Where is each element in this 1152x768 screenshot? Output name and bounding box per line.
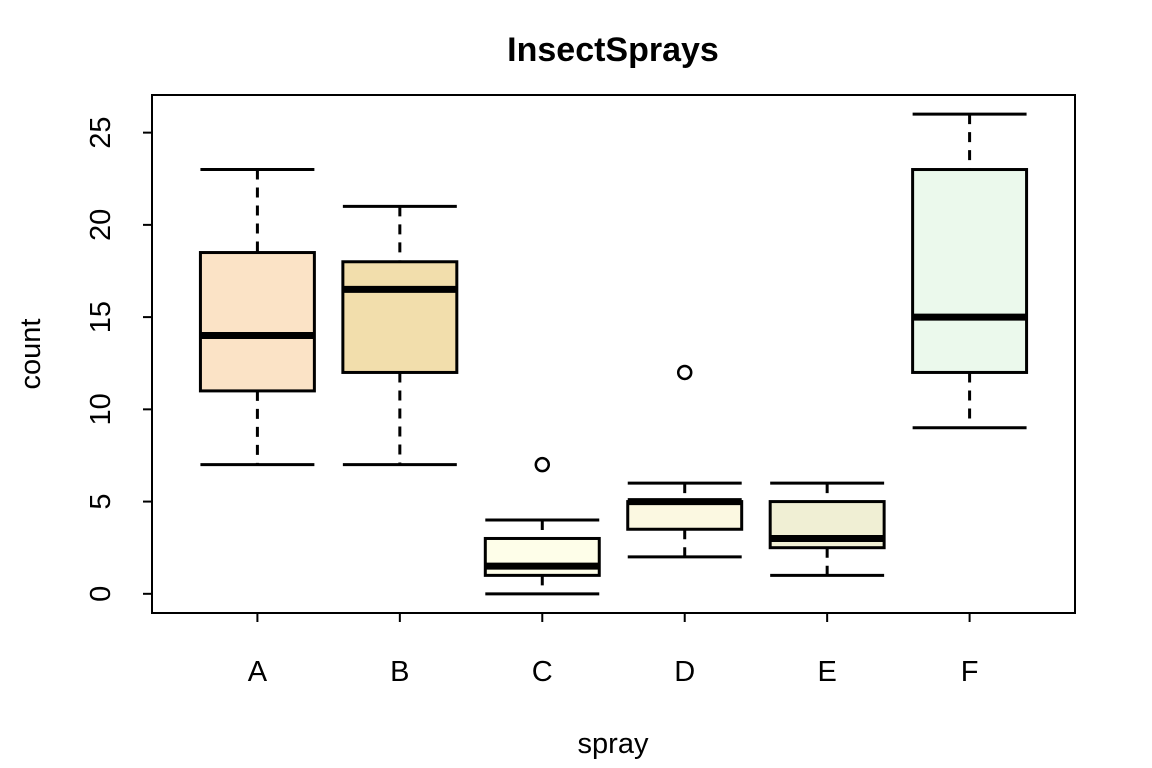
y-tick-label: 25 — [85, 116, 117, 148]
box-A — [198, 251, 316, 393]
y-tick-label: 0 — [85, 586, 117, 602]
x-tick-label: E — [817, 656, 836, 688]
y-tick-label: 5 — [85, 494, 117, 510]
outlier-C-7 — [534, 456, 551, 473]
box-D — [626, 500, 744, 531]
plot-frame — [151, 94, 1076, 614]
box-C — [483, 536, 601, 577]
y-tick-label: 15 — [85, 301, 117, 333]
chart-title: InsectSprays — [507, 31, 719, 69]
y-axis-title: count — [15, 319, 47, 390]
box-F — [911, 168, 1029, 374]
x-tick-label: B — [390, 656, 409, 688]
x-tick-label: F — [961, 656, 979, 688]
x-tick-label: A — [248, 656, 268, 688]
x-tick-label: D — [674, 656, 695, 688]
x-tick-label: C — [532, 656, 553, 688]
x-axis-title: spray — [578, 728, 649, 760]
box-B — [341, 260, 459, 374]
y-tick-label: 10 — [85, 393, 117, 425]
outlier-D-12 — [676, 364, 693, 381]
y-tick-label: 20 — [85, 209, 117, 241]
plot-layer: 0 5 10 15 20 25 A B C D E F — [85, 94, 1076, 688]
